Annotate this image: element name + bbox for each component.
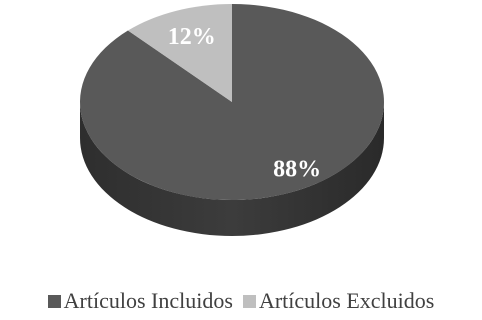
legend-item-0: Artículos Incluidos [47,288,233,314]
data-label-0: 88% [273,157,321,183]
legend-item-1: Artículos Excluidos [242,288,435,314]
legend-label-excluidos: Artículos Excluidos [258,288,435,313]
pie-side-wall [80,102,384,236]
pie-slice-1 [127,4,232,102]
legend-swatch-incluidos [47,294,61,308]
legend: Artículos Incluidos Artículos Excluidos [0,284,482,318]
pie-slice-0 [80,4,384,200]
legend-swatch-excluidos [242,294,256,308]
legend-label-incluidos: Artículos Incluidos [63,288,233,313]
pie-labels: 88% 12% [168,24,321,183]
pie-top [80,4,384,200]
data-label-1: 12% [168,24,216,50]
pie-side [80,102,384,236]
